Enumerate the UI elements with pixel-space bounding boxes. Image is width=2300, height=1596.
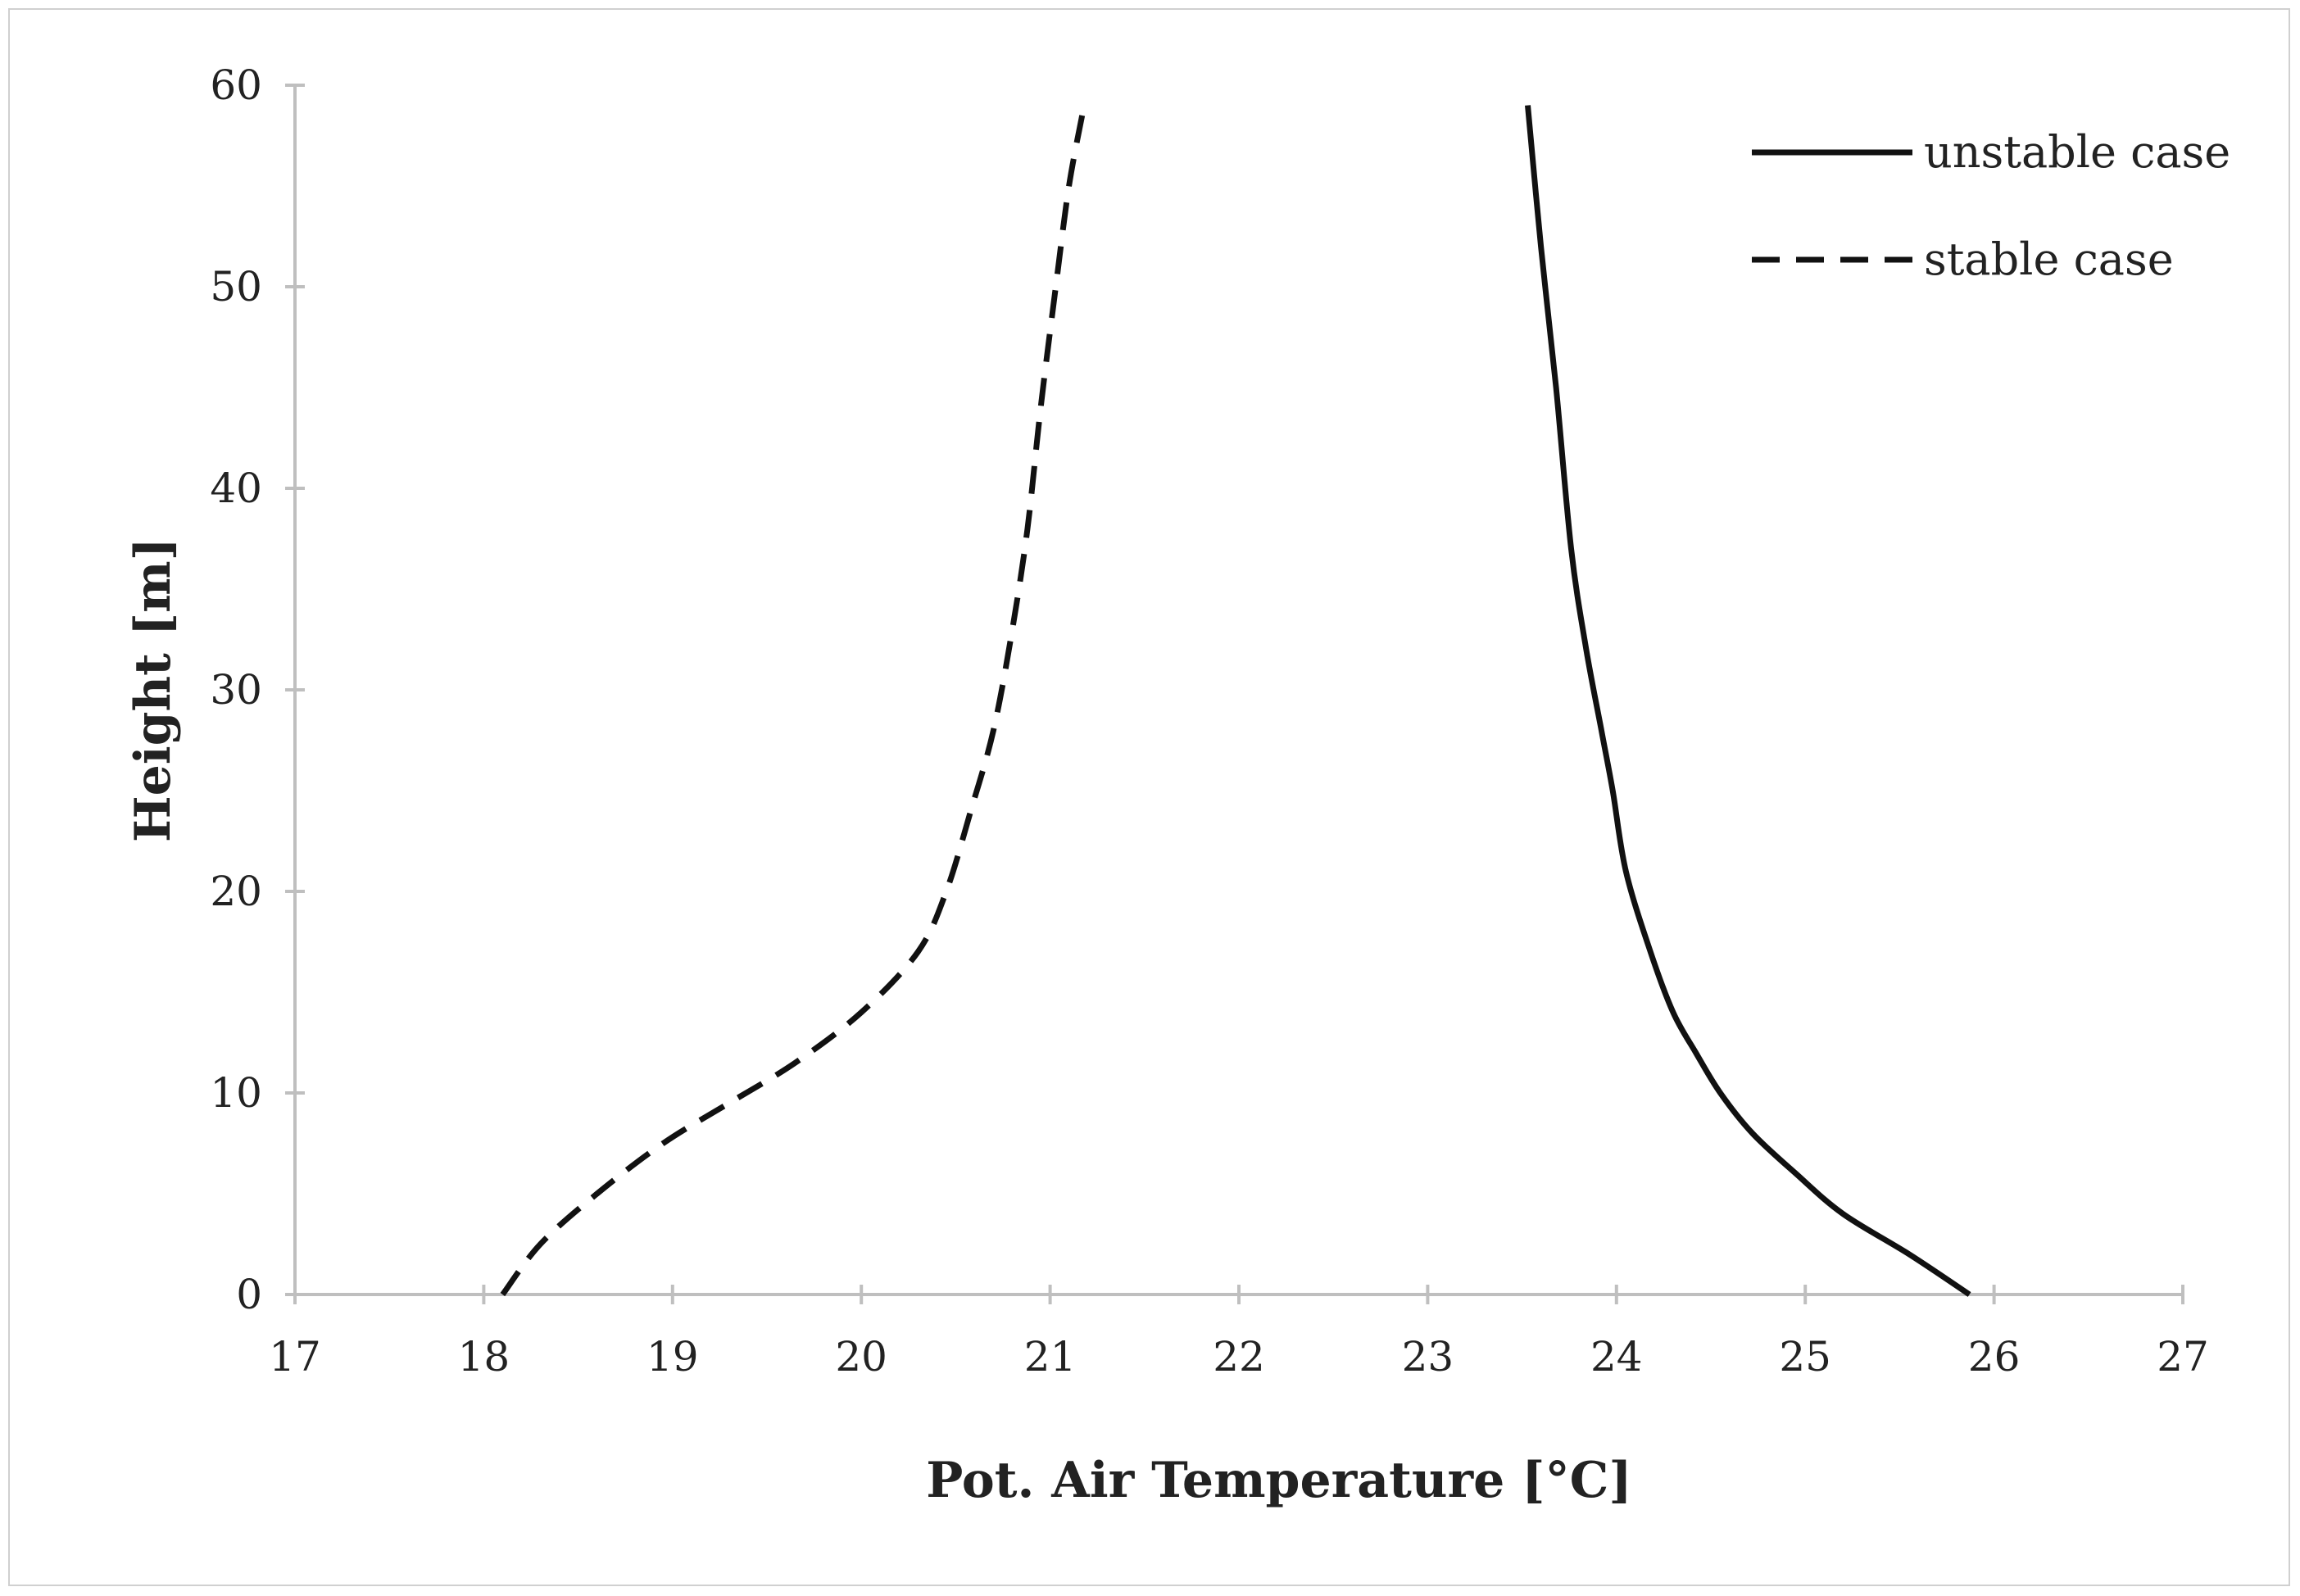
x-tick-label: 26 bbox=[1968, 1333, 2021, 1381]
axes: 0 10 20 30 40 50 60 17 18 19 20 21 22 23 24 25 26 27 bbox=[210, 61, 2208, 1381]
y-tick-label: 40 bbox=[210, 465, 262, 512]
legend: unstable case stable case bbox=[1752, 126, 2230, 285]
x-tick-label: 25 bbox=[1779, 1333, 1831, 1381]
line-chart: 0 10 20 30 40 50 60 17 18 19 20 21 22 23 24 25 26 27 unst… bbox=[125, 61, 2230, 1509]
series-line-unstable-case bbox=[1525, 105, 1971, 1297]
series-layer bbox=[500, 104, 1971, 1297]
legend-label-unstable-case: unstable case bbox=[1924, 126, 2230, 178]
x-tick-label: 20 bbox=[835, 1333, 887, 1381]
x-tick-label: 23 bbox=[1402, 1333, 1454, 1381]
x-tick-label: 24 bbox=[1590, 1333, 1643, 1381]
x-tick-label: 19 bbox=[646, 1333, 699, 1381]
x-tick-label: 21 bbox=[1024, 1333, 1077, 1381]
x-tick-label: 27 bbox=[2157, 1333, 2209, 1381]
y-tick-label: 10 bbox=[210, 1069, 262, 1117]
x-axis-title: Pot. Air Temperature [°C] bbox=[926, 1452, 1631, 1509]
x-tick-label: 18 bbox=[458, 1333, 510, 1381]
y-tick-label: 0 bbox=[236, 1271, 262, 1318]
y-tick-label: 50 bbox=[210, 263, 262, 311]
legend-label-stable-case: stable case bbox=[1924, 234, 2174, 285]
x-tick-label: 17 bbox=[269, 1333, 321, 1381]
y-axis-title: Height [m] bbox=[125, 537, 182, 842]
chart-frame: 0 10 20 30 40 50 60 17 18 19 20 21 22 23 24 25 26 27 unst… bbox=[8, 8, 2290, 1586]
y-tick-label: 30 bbox=[210, 666, 262, 714]
x-tick-label: 22 bbox=[1213, 1333, 1265, 1381]
y-tick-label: 60 bbox=[210, 61, 262, 109]
y-tick-label: 20 bbox=[210, 868, 262, 915]
series-line-stable-case bbox=[500, 104, 1087, 1297]
